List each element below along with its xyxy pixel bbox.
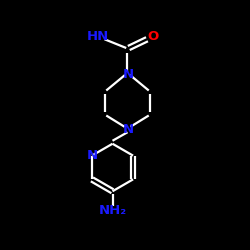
Text: N: N [122,123,134,136]
Text: HN: HN [86,30,108,43]
Text: N: N [122,68,134,82]
Text: NH₂: NH₂ [98,204,126,216]
Text: N: N [86,149,98,162]
Text: O: O [147,30,158,43]
